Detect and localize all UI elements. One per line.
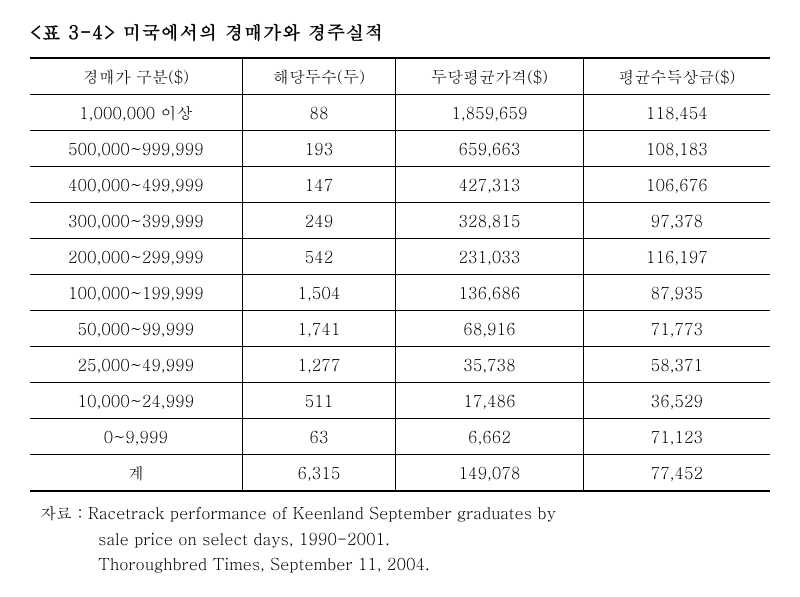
source-text: Thoroughbred Times, September 11, 2004. [40,551,770,577]
source-text: sale price on select days, 1990-2001. [40,526,770,552]
column-header: 평균수득상금($) [583,58,770,95]
table-cell: 35,738 [396,347,583,383]
table-cell: 149,078 [396,455,583,492]
table-cell: 71,123 [583,419,770,455]
table-cell: 147 [242,167,396,203]
source-label: 자료 : [40,501,83,524]
table-cell: 36,529 [583,383,770,419]
table-cell: 193 [242,131,396,167]
table-title: <표 3-4> 미국에서의 경매가와 경주실적 [30,20,770,45]
table-cell: 511 [242,383,396,419]
table-cell: 88 [242,95,396,131]
table-cell: 500,000~999,999 [30,131,242,167]
table-cell: 87,935 [583,275,770,311]
table-cell: 1,504 [242,275,396,311]
table-row: 10,000~24,99951117,48636,529 [30,383,770,419]
table-cell: 200,000~299,999 [30,239,242,275]
table-cell: 계 [30,455,242,492]
table-header-row: 경매가 구분($) 해당두수(두) 두당평균가격($) 평균수득상금($) [30,58,770,95]
table-cell: 6,315 [242,455,396,492]
table-cell: 25,000~49,999 [30,347,242,383]
table-cell: 1,000,000 이상 [30,95,242,131]
table-cell: 71,773 [583,311,770,347]
table-cell: 542 [242,239,396,275]
table-cell: 1,859,659 [396,95,583,131]
table-cell: 136,686 [396,275,583,311]
table-cell: 427,313 [396,167,583,203]
column-header: 경매가 구분($) [30,58,242,95]
table-cell: 100,000~199,999 [30,275,242,311]
table-cell: 1,277 [242,347,396,383]
table-cell: 249 [242,203,396,239]
table-cell: 118,454 [583,95,770,131]
table-row: 25,000~49,9991,27735,73858,371 [30,347,770,383]
table-row: 200,000~299,999542231,033116,197 [30,239,770,275]
column-header: 해당두수(두) [242,58,396,95]
table-cell: 68,916 [396,311,583,347]
table-cell: 50,000~99,999 [30,311,242,347]
table-cell: 1,741 [242,311,396,347]
table-row: 계6,315149,07877,452 [30,455,770,492]
table-cell: 63 [242,419,396,455]
table-cell: 231,033 [396,239,583,275]
table-cell: 10,000~24,999 [30,383,242,419]
table-row: 300,000~399,999249328,81597,378 [30,203,770,239]
source-text: Racetrack performance of Keenland Septem… [88,501,556,524]
data-table: 경매가 구분($) 해당두수(두) 두당평균가격($) 평균수득상금($) 1,… [30,57,770,492]
table-cell: 300,000~399,999 [30,203,242,239]
table-row: 500,000~999,999193659,663108,183 [30,131,770,167]
column-header: 두당평균가격($) [396,58,583,95]
table-cell: 77,452 [583,455,770,492]
source-citation: 자료 : Racetrack performance of Keenland S… [30,500,770,577]
table-cell: 108,183 [583,131,770,167]
table-cell: 6,662 [396,419,583,455]
table-cell: 400,000~499,999 [30,167,242,203]
table-row: 50,000~99,9991,74168,91671,773 [30,311,770,347]
table-row: 0~9,999636,66271,123 [30,419,770,455]
table-row: 1,000,000 이상881,859,659118,454 [30,95,770,131]
table-cell: 58,371 [583,347,770,383]
table-cell: 97,378 [583,203,770,239]
table-cell: 106,676 [583,167,770,203]
table-cell: 659,663 [396,131,583,167]
table-cell: 0~9,999 [30,419,242,455]
table-cell: 17,486 [396,383,583,419]
table-row: 100,000~199,9991,504136,68687,935 [30,275,770,311]
table-cell: 328,815 [396,203,583,239]
table-row: 400,000~499,999147427,313106,676 [30,167,770,203]
table-cell: 116,197 [583,239,770,275]
